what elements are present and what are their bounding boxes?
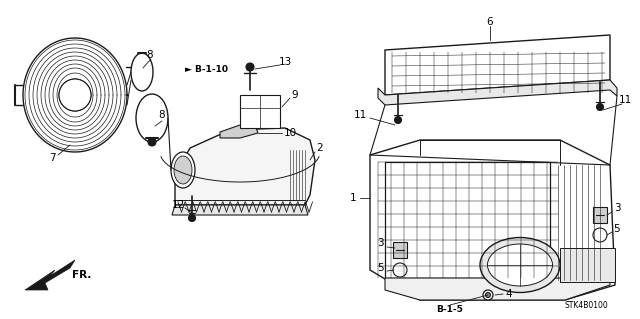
Text: 5: 5	[377, 263, 383, 273]
Ellipse shape	[480, 238, 560, 293]
Text: 7: 7	[49, 153, 55, 163]
Text: ► B-1-10: ► B-1-10	[185, 65, 228, 75]
Ellipse shape	[174, 156, 192, 184]
Ellipse shape	[171, 152, 195, 188]
Text: FR.: FR.	[72, 270, 92, 280]
Polygon shape	[175, 128, 315, 205]
Text: 10: 10	[284, 128, 296, 138]
Text: 8: 8	[147, 50, 154, 60]
Text: 13: 13	[278, 57, 292, 67]
Text: 11: 11	[353, 110, 367, 120]
Text: 1: 1	[349, 193, 356, 203]
Polygon shape	[393, 242, 407, 258]
Polygon shape	[370, 140, 615, 300]
Circle shape	[59, 79, 91, 111]
Circle shape	[59, 79, 91, 111]
Circle shape	[483, 290, 493, 300]
Circle shape	[593, 228, 607, 242]
Polygon shape	[378, 80, 617, 105]
Text: 6: 6	[486, 17, 493, 27]
Circle shape	[396, 266, 404, 274]
Text: STK4B0100: STK4B0100	[564, 300, 608, 309]
Circle shape	[486, 293, 490, 298]
Text: 4: 4	[505, 289, 511, 299]
Text: 5: 5	[614, 224, 620, 234]
Text: 3: 3	[377, 238, 383, 248]
Polygon shape	[25, 260, 75, 290]
Circle shape	[596, 231, 604, 239]
Polygon shape	[385, 278, 610, 300]
Circle shape	[394, 116, 401, 123]
Polygon shape	[560, 248, 615, 282]
Text: B-1-5: B-1-5	[436, 306, 463, 315]
Circle shape	[596, 103, 604, 110]
Ellipse shape	[136, 94, 168, 142]
Circle shape	[393, 263, 407, 277]
Circle shape	[148, 138, 156, 146]
Polygon shape	[593, 207, 607, 223]
Ellipse shape	[488, 244, 552, 286]
Text: 2: 2	[317, 143, 323, 153]
Text: 11: 11	[618, 95, 632, 105]
Polygon shape	[220, 125, 258, 138]
Polygon shape	[240, 95, 280, 128]
Ellipse shape	[131, 53, 153, 91]
Polygon shape	[172, 205, 308, 215]
Text: 12: 12	[172, 200, 184, 210]
Text: 3: 3	[614, 203, 620, 213]
Text: 9: 9	[292, 90, 298, 100]
Text: 8: 8	[159, 110, 165, 120]
Circle shape	[246, 63, 254, 71]
Circle shape	[189, 214, 195, 221]
Polygon shape	[385, 35, 610, 95]
